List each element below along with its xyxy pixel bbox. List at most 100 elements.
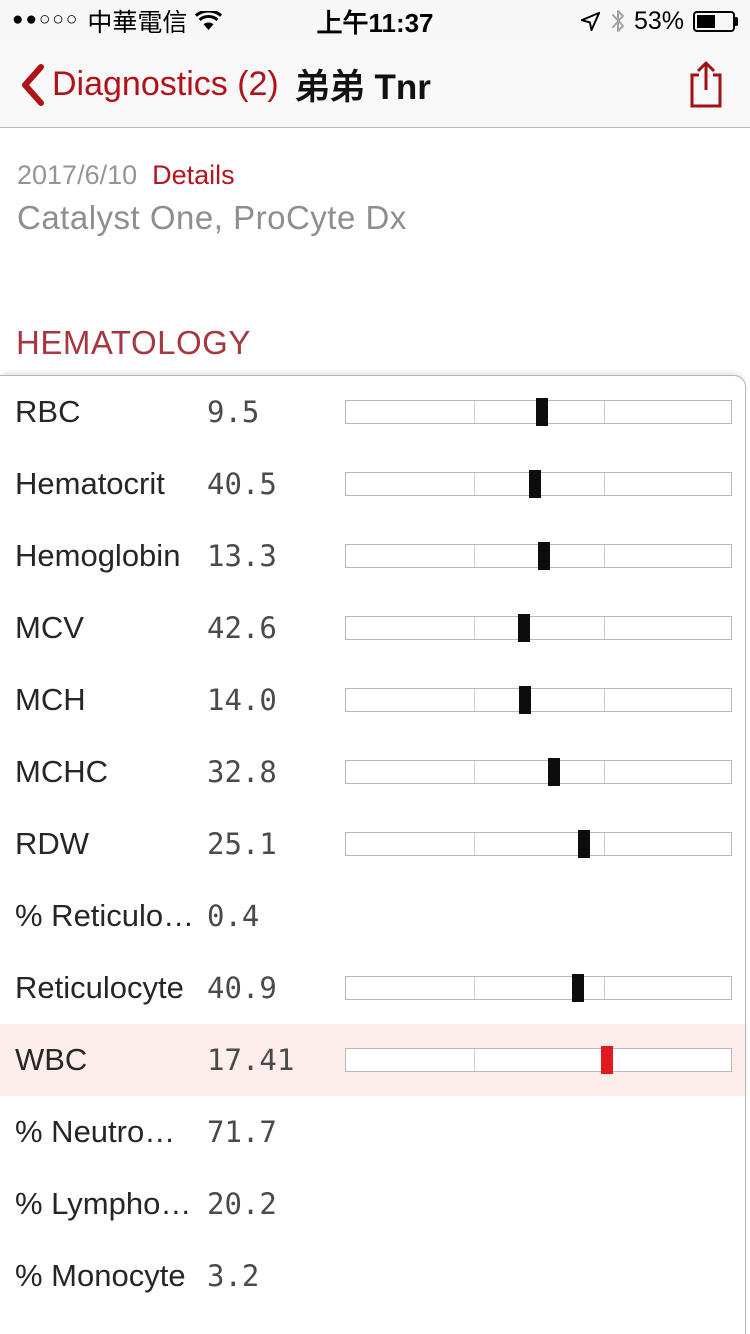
result-value: 13.3 (207, 539, 277, 573)
result-label: MCH (15, 682, 86, 717)
range-low-divider (474, 401, 476, 423)
details-link[interactable]: Details (152, 160, 235, 190)
reference-range-bar (345, 830, 732, 858)
result-marker (547, 758, 560, 786)
results-table: RBC 9.5 Hematocrit 40.5 Hemoglobin 13.3 … (0, 376, 745, 1312)
results-card: RBC 9.5 Hematocrit 40.5 Hemoglobin 13.3 … (0, 375, 746, 1334)
result-value: 14.0 (207, 683, 277, 717)
result-label: % Neutro… (15, 1114, 176, 1149)
result-value: 40.9 (207, 971, 277, 1005)
reference-range-bar (345, 974, 732, 1002)
back-chevron-icon (22, 63, 44, 106)
result-row[interactable]: % Monocyte 3.2 (0, 1240, 745, 1312)
wifi-icon (195, 11, 223, 30)
page-title: 弟弟 Tnr (294, 68, 431, 107)
range-low-divider (474, 545, 476, 567)
range-high-divider (603, 473, 605, 495)
result-row[interactable]: MCHC 32.8 (0, 736, 745, 808)
result-marker (535, 398, 548, 426)
result-value: 17.41 (207, 1043, 295, 1077)
share-icon (690, 61, 722, 107)
report-meta: 2017/6/10 Details Catalyst One, ProCyte … (17, 160, 407, 237)
reference-range-bar (345, 686, 732, 714)
range-high-divider (603, 401, 605, 423)
reference-range-bar (345, 1046, 732, 1074)
result-label: MCHC (15, 754, 108, 789)
result-marker (577, 830, 590, 858)
result-value: 42.6 (207, 611, 277, 645)
range-low-divider (474, 1049, 476, 1071)
result-row[interactable]: Hemoglobin 13.3 (0, 520, 745, 592)
result-marker (571, 974, 584, 1002)
result-marker (518, 614, 531, 642)
range-high-divider (603, 545, 605, 567)
analyzers-label: Catalyst One, ProCyte Dx (17, 199, 407, 236)
signal-strength-icon: ●●○○○ (12, 9, 80, 30)
result-row[interactable]: % Neutro… 71.7 (0, 1096, 745, 1168)
reference-range-bar (345, 470, 732, 498)
result-value: 71.7 (207, 1115, 277, 1149)
result-label: RBC (15, 394, 81, 429)
result-label: Hemoglobin (15, 538, 181, 573)
result-label: % Monocyte (15, 1258, 186, 1293)
range-low-divider (474, 761, 476, 783)
status-right-group: 53% (579, 7, 738, 36)
result-value: 25.1 (207, 827, 277, 861)
reference-range-bar (345, 758, 732, 786)
result-label: Reticulocyte (15, 970, 184, 1005)
reference-range-bar (345, 398, 732, 426)
range-low-divider (474, 977, 476, 999)
bluetooth-icon (611, 10, 624, 32)
result-label: WBC (15, 1042, 88, 1077)
result-row[interactable]: RDW 25.1 (0, 808, 745, 880)
result-value: 0.4 (207, 899, 260, 933)
reference-range-bar (345, 614, 732, 642)
result-marker (519, 686, 532, 714)
range-low-divider (474, 473, 476, 495)
range-high-divider (603, 977, 605, 999)
result-label: RDW (15, 826, 90, 861)
result-row[interactable]: % Lympho… 20.2 (0, 1168, 745, 1240)
range-high-divider (603, 617, 605, 639)
result-row[interactable]: % Reticulo… 0.4 (0, 880, 745, 952)
result-label: % Lympho… (15, 1186, 192, 1221)
result-row[interactable]: WBC 17.41 (0, 1024, 745, 1096)
result-row[interactable]: Reticulocyte 40.9 (0, 952, 745, 1024)
result-marker (529, 470, 542, 498)
reference-range-bar (345, 542, 732, 570)
result-value: 20.2 (207, 1187, 277, 1221)
result-row[interactable]: MCV 42.6 (0, 592, 745, 664)
share-button[interactable] (682, 56, 730, 114)
location-arrow-icon (580, 11, 601, 31)
battery-icon (693, 10, 738, 32)
range-low-divider (474, 617, 476, 639)
result-label: Hematocrit (15, 466, 165, 501)
status-bar: ●●○○○ 中華電信 上午11:37 53% (0, 0, 750, 42)
back-button-label: Diagnostics (2) (52, 65, 279, 103)
result-marker (537, 542, 550, 570)
result-row[interactable]: RBC 9.5 (0, 376, 745, 448)
result-marker (600, 1046, 613, 1074)
result-row[interactable]: Hematocrit 40.5 (0, 448, 745, 520)
back-button[interactable]: Diagnostics (2) (20, 63, 279, 106)
report-date: 2017/6/10 (17, 160, 138, 190)
result-label: % Reticulo… (15, 898, 195, 933)
result-value: 32.8 (207, 755, 277, 789)
range-low-divider (474, 689, 476, 711)
battery-percent-label: 53% (633, 6, 684, 35)
range-high-divider (603, 833, 605, 855)
range-low-divider (474, 833, 476, 855)
result-value: 40.5 (207, 467, 277, 501)
range-high-divider (603, 689, 605, 711)
battery-fill (697, 14, 716, 28)
nav-bar: Diagnostics (2) 弟弟 Tnr (0, 42, 750, 128)
section-title-hematology: HEMATOLOGY (16, 324, 251, 361)
result-value: 9.5 (207, 395, 260, 429)
result-row[interactable]: MCH 14.0 (0, 664, 745, 736)
carrier-label: 中華電信 (87, 9, 188, 37)
status-left-group: ●●○○○ 中華電信 (12, 3, 223, 39)
result-value: 3.2 (207, 1259, 260, 1293)
range-high-divider (603, 761, 605, 783)
result-label: MCV (15, 610, 84, 645)
